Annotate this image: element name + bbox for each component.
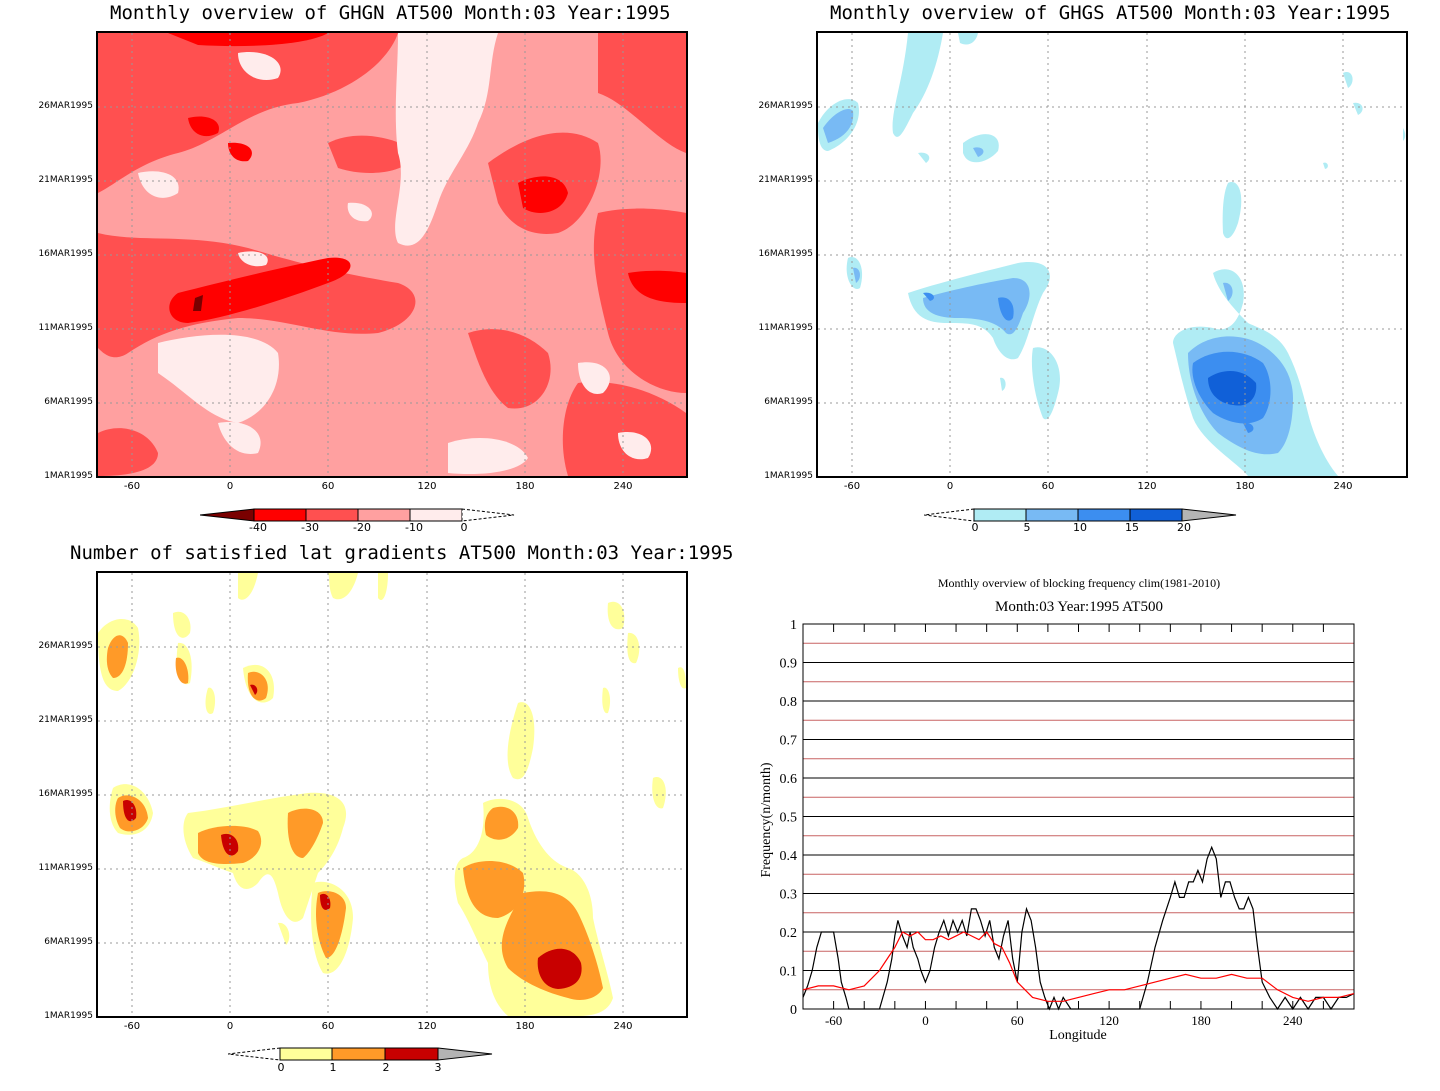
freq-xtick-label: 60 bbox=[1011, 1013, 1024, 1028]
freq-ytick-label: 0.8 bbox=[780, 695, 798, 710]
ghgn-colorbar-label: -30 bbox=[301, 521, 319, 534]
ghgn-colorbar-label: -20 bbox=[353, 521, 371, 534]
freq-ytick-label: 0.7 bbox=[780, 734, 798, 749]
ghgn-ytick: 6MAR1995 bbox=[44, 397, 93, 407]
ghgn-ytick: 21MAR1995 bbox=[38, 175, 93, 185]
ghgn-xtick: 180 bbox=[515, 481, 535, 492]
ghgs-xtick: 120 bbox=[1137, 481, 1157, 492]
ghgn-xtick: 60 bbox=[321, 481, 335, 492]
sat-colorbar-label: 2 bbox=[382, 1061, 390, 1074]
ghgs-ytick: 11MAR1995 bbox=[758, 323, 813, 333]
freq-xtick-label: 240 bbox=[1283, 1013, 1303, 1028]
freq-xtick-label: 0 bbox=[922, 1013, 929, 1028]
sat-xtick: -60 bbox=[123, 1021, 141, 1032]
ghgs-colorbar-label: 10 bbox=[1073, 521, 1087, 534]
ghgs-title: Monthly overview of GHGS AT500 Month:03 … bbox=[830, 2, 1391, 24]
sat-field bbox=[98, 573, 686, 1016]
ghgn-title: Monthly overview of GHGN AT500 Month:03 … bbox=[110, 2, 671, 24]
ghgs-xtick: 180 bbox=[1235, 481, 1255, 492]
freq-xlabel: Longitude bbox=[1049, 1028, 1107, 1043]
sat-colorbar-label: 0 bbox=[277, 1061, 285, 1074]
ghgs-colorbar-label: 20 bbox=[1177, 521, 1191, 534]
freq-subtitle: Month:03 Year:1995 AT500 bbox=[995, 599, 1163, 615]
sat-xtick: 120 bbox=[417, 1021, 437, 1032]
freq-ylabel: Frequency(n/month) bbox=[759, 762, 774, 877]
freq-ytick-label: 0.6 bbox=[780, 772, 798, 787]
ghgs-plot-area bbox=[816, 31, 1408, 478]
ghgn-plot-area bbox=[96, 31, 688, 478]
ghgs-xtick: -60 bbox=[843, 481, 861, 492]
sat-colorbar-label: 1 bbox=[329, 1061, 337, 1074]
ghgs-field bbox=[818, 33, 1406, 476]
sat-ytick: 11MAR1995 bbox=[38, 863, 93, 873]
ghgs-ytick: 21MAR1995 bbox=[758, 175, 813, 185]
freq-ytick-label: 0 bbox=[790, 1003, 797, 1018]
freq-title: Monthly overview of blocking frequency c… bbox=[938, 576, 1220, 590]
ghgs-ytick: 1MAR1995 bbox=[764, 471, 813, 481]
freq-ytick-label: 0.5 bbox=[780, 811, 798, 826]
freq-ytick-label: 0.4 bbox=[780, 849, 798, 864]
ghgs-colorbar-label: 5 bbox=[1023, 521, 1031, 534]
ghgn-xtick: 0 bbox=[226, 481, 234, 492]
freq-ytick-label: 1 bbox=[790, 618, 797, 633]
ghgs-colorbar-label: 0 bbox=[971, 521, 979, 534]
freq-ytick-label: 0.1 bbox=[780, 965, 798, 980]
sat-xtick: 0 bbox=[226, 1021, 234, 1032]
ghgs-xtick: 60 bbox=[1041, 481, 1055, 492]
ghgn-ytick: 26MAR1995 bbox=[38, 101, 93, 111]
sat-xtick: 180 bbox=[515, 1021, 535, 1032]
sat-title: Number of satisfied lat gradients AT500 … bbox=[70, 542, 734, 564]
sat-xtick: 240 bbox=[613, 1021, 633, 1032]
sat-plot-area bbox=[96, 571, 688, 1018]
sat-xtick: 60 bbox=[321, 1021, 335, 1032]
ghgs-ytick: 16MAR1995 bbox=[758, 249, 813, 259]
ghgn-colorbar bbox=[200, 508, 515, 522]
sat-ytick: 6MAR1995 bbox=[44, 937, 93, 947]
sat-colorbar bbox=[228, 1047, 493, 1061]
ghgn-ytick: 1MAR1995 bbox=[44, 471, 93, 481]
sat-ytick: 16MAR1995 bbox=[38, 789, 93, 799]
ghgs-colorbar-label: 15 bbox=[1125, 521, 1139, 534]
sat-colorbar-label: 3 bbox=[434, 1061, 442, 1074]
sat-ytick: 26MAR1995 bbox=[38, 641, 93, 651]
ghgn-colorbar-label: 0 bbox=[460, 521, 468, 534]
freq-series-red-line bbox=[802, 931, 1355, 1002]
ghgn-colorbar-label: -40 bbox=[249, 521, 267, 534]
ghgs-ytick: 26MAR1995 bbox=[758, 101, 813, 111]
ghgn-xtick: 240 bbox=[613, 481, 633, 492]
freq-ytick-label: 0.2 bbox=[780, 926, 798, 941]
ghgn-xtick: -60 bbox=[123, 481, 141, 492]
sat-ytick: 21MAR1995 bbox=[38, 715, 93, 725]
ghgn-field bbox=[98, 33, 686, 476]
ghgn-ytick: 16MAR1995 bbox=[38, 249, 93, 259]
ghgn-xtick: 120 bbox=[417, 481, 437, 492]
ghgs-xtick: 0 bbox=[946, 481, 954, 492]
ghgs-colorbar bbox=[924, 508, 1237, 522]
freq-xtick-label: -60 bbox=[825, 1013, 842, 1028]
sat-ytick: 1MAR1995 bbox=[44, 1011, 93, 1021]
ghgs-ytick: 6MAR1995 bbox=[764, 397, 813, 407]
ghgn-ytick: 11MAR1995 bbox=[38, 323, 93, 333]
ghgn-colorbar-label: -10 bbox=[405, 521, 423, 534]
freq-xtick-label: 180 bbox=[1191, 1013, 1211, 1028]
ghgs-xtick: 240 bbox=[1333, 481, 1353, 492]
frequency-line-chart: Monthly overview of blocking frequency c… bbox=[759, 576, 1355, 1043]
freq-xtick-label: 120 bbox=[1099, 1013, 1119, 1028]
freq-ytick-label: 0.9 bbox=[780, 657, 798, 672]
freq-ytick-label: 0.3 bbox=[780, 888, 798, 903]
